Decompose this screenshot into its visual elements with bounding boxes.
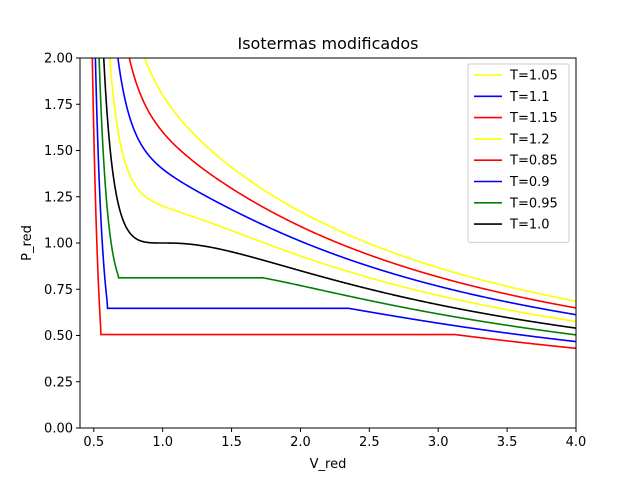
x-tick-label: 2.0 [290,435,311,450]
legend-box [467,63,570,243]
series-line-t-0-85 [91,58,576,350]
legend-label: T=0.85 [509,154,558,169]
y-tick-label: 1.75 [44,98,73,113]
y-tick-label: 0.25 [44,375,73,390]
series-line-t-1-2 [143,58,576,303]
legend-label: T=1.1 [509,90,550,105]
x-tick-label: 1.5 [221,435,242,450]
y-tick-label: 0.00 [44,422,73,437]
y-tick-label: 0.75 [44,283,73,298]
legend-label: T=1.15 [509,111,558,126]
series-line-t-0-95 [98,58,576,336]
x-tick-label: 3.0 [428,435,449,450]
y-tick-label: 1.00 [44,237,73,252]
x-tick-label: 3.5 [497,435,518,450]
legend-label: T=0.95 [509,196,558,211]
x-axis-ticks: 0.5 1.0 1.5 2.0 2.5 3.0 3.5 4.0 [83,428,586,450]
x-tick-label: 2.5 [359,435,380,450]
legend-label: T=1.2 [509,132,550,147]
series-line-t-1-0 [102,58,576,329]
plot-lines [91,58,576,350]
y-tick-label: 1.25 [44,190,73,205]
x-tick-label: 1.0 [152,435,173,450]
series-line-t-1-15 [128,58,576,309]
series-line-t-1-1 [117,58,576,316]
series-line-t-1-05 [108,58,576,323]
chart-title: Isotermas modificados [237,34,418,53]
legend-label: T=1.0 [509,218,550,233]
series-line-t-0-9 [94,58,576,343]
x-axis-title: V_red [310,457,347,472]
y-axis-ticks: 0.00 0.25 0.50 0.75 1.00 1.25 1.50 1.75 2.00 [44,52,80,437]
y-axis-title: P_red [20,225,35,261]
y-tick-label: 2.00 [44,52,73,67]
x-tick-label: 0.5 [83,435,104,450]
legend-label: T=0.9 [509,175,550,190]
legend-label: T=1.05 [509,69,558,84]
legend: T=1.05 T=1.1 T=1.15 T=1.2 T=0.85 T=0.9 T=0.95 T… [467,63,570,243]
x-tick-label: 4.0 [566,435,587,450]
y-tick-label: 1.50 [44,144,73,159]
y-tick-label: 0.50 [44,329,73,344]
